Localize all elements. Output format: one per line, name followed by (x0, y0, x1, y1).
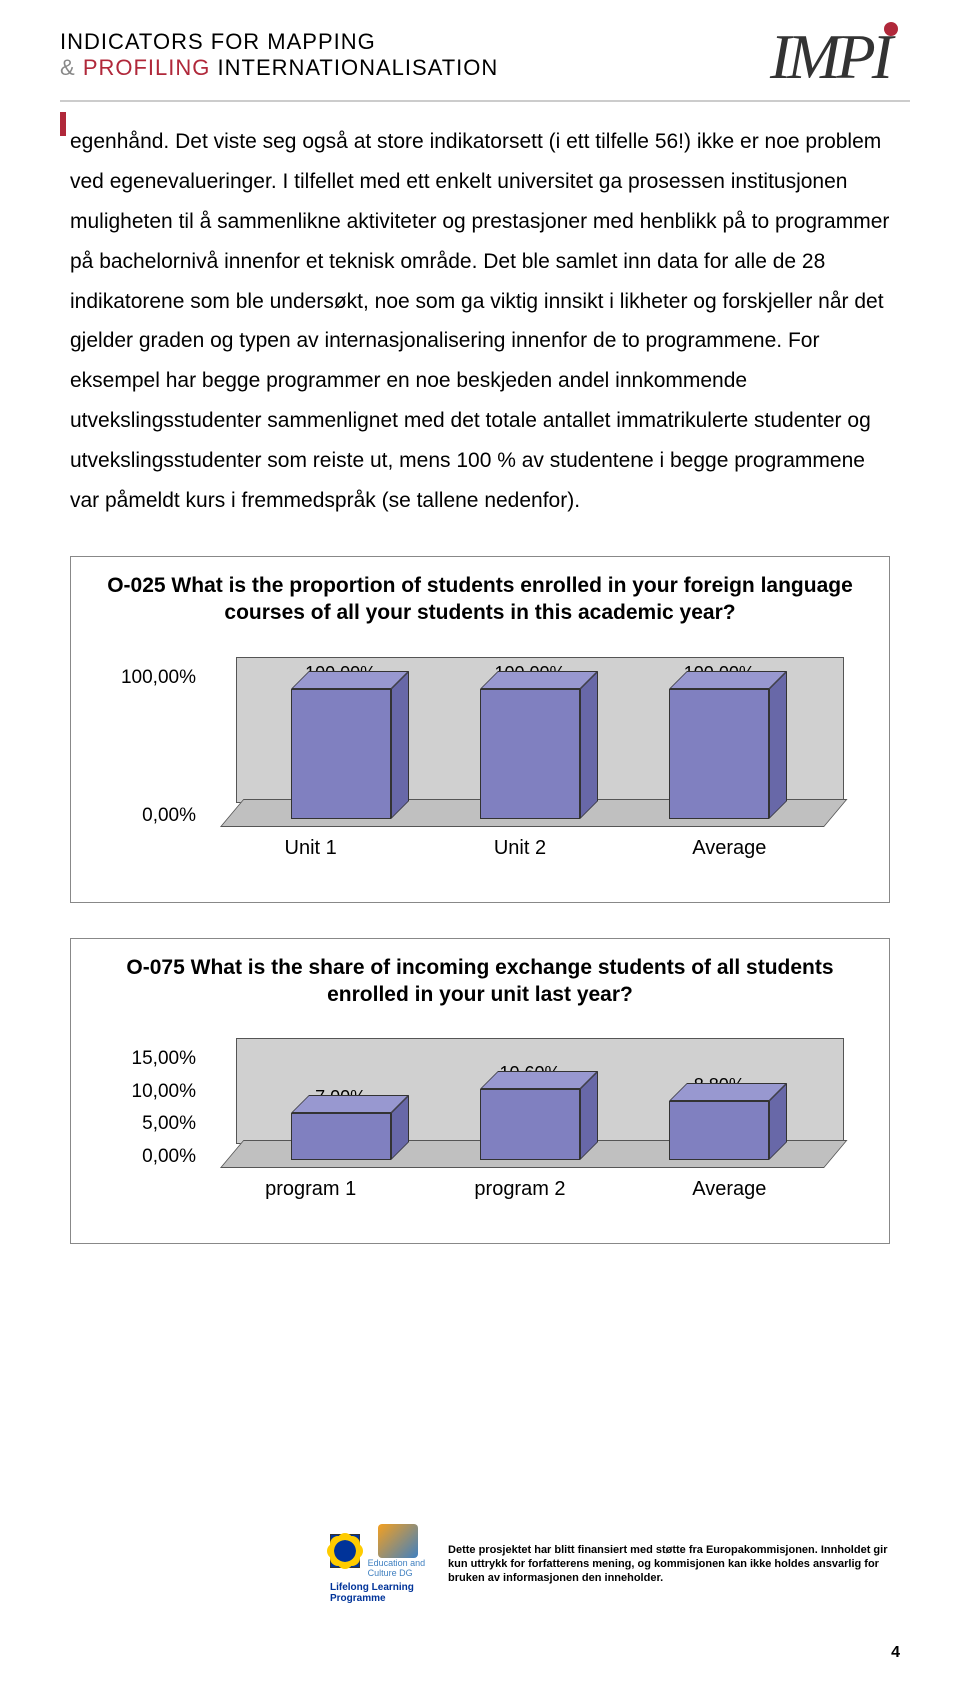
eu-flag-icon (330, 1534, 360, 1568)
chart-2-area: 15,00% 10,00% 5,00% 0,00% 7,00% 10,60% 8,8… (106, 1018, 854, 1218)
header-title-block: INDICATORS FOR MAPPING & PROFILING INTER… (60, 29, 498, 81)
header-line2: & PROFILING INTERNATIONALISATION (60, 55, 498, 81)
ytick: 0,00% (106, 805, 196, 827)
chart-1-container: O-025 What is the proportion of students… (70, 556, 890, 903)
chart-1-plot: 100,00% 100,00% 100,00% (206, 667, 834, 827)
xlabel: Unit 1 (236, 837, 386, 877)
chart-1-bars: 100,00% 100,00% 100,00% (246, 667, 814, 819)
header-profiling: PROFILING (83, 55, 211, 80)
bar: 7,00% (286, 1113, 396, 1160)
xlabel: Unit 2 (445, 837, 595, 877)
eu-logo-block: Education and Culture DG Lifelong Learni… (330, 1524, 428, 1604)
header-line1: INDICATORS FOR MAPPING (60, 29, 498, 55)
xlabel: program 2 (445, 1178, 595, 1218)
page-number: 4 (0, 1634, 960, 1682)
ytick: 10,00% (106, 1081, 196, 1103)
xlabel: Average (654, 837, 804, 877)
bar-3d (669, 689, 769, 819)
chart-1-area: 100,00% 0,00% 100,00% 100,00% 100,00% Unit… (106, 637, 854, 877)
bar-3d (480, 1089, 580, 1160)
footer-disclaimer: Dette prosjektet har blitt finansiert me… (448, 1543, 900, 1586)
logo-text: IMPI (770, 20, 910, 94)
bar: 10,60% (475, 1089, 585, 1160)
chart-1-xaxis: Unit 1 Unit 2 Average (206, 837, 834, 877)
ytick: 100,00% (106, 667, 196, 689)
bar-3d (480, 689, 580, 819)
education-label: Education and Culture DG (368, 1558, 428, 1578)
page-footer: Education and Culture DG Lifelong Learni… (0, 1524, 960, 1634)
ytick: 15,00% (106, 1048, 196, 1070)
chart-2-yaxis: 15,00% 10,00% 5,00% 0,00% (106, 1048, 196, 1168)
side-marker-icon (60, 112, 66, 136)
header-amp: & (60, 55, 76, 80)
body-text-block: egenhånd. Det viste seg også at store in… (0, 122, 960, 521)
chart-1-yaxis: 100,00% 0,00% (106, 667, 196, 827)
chart-1-title: O-025 What is the proportion of students… (86, 572, 874, 627)
bar: 100,00% (475, 689, 585, 819)
chart-2-container: O-075 What is the share of incoming exch… (70, 938, 890, 1245)
header-rest: INTERNATIONALISATION (210, 55, 498, 80)
xlabel: program 1 (236, 1178, 386, 1218)
xlabel: Average (654, 1178, 804, 1218)
bar: 100,00% (286, 689, 396, 819)
ytick: 0,00% (106, 1146, 196, 1168)
llp-label: Lifelong Learning Programme (330, 1582, 428, 1604)
chart-2-plot: 7,00% 10,60% 8,80% (206, 1048, 834, 1168)
header-separator (60, 100, 910, 102)
ytick: 5,00% (106, 1113, 196, 1135)
bar: 100,00% (664, 689, 774, 819)
chart-2-bars: 7,00% 10,60% 8,80% (246, 1048, 814, 1160)
education-logo-icon (378, 1524, 418, 1558)
page-header: INDICATORS FOR MAPPING & PROFILING INTER… (0, 0, 960, 95)
bar-3d (291, 689, 391, 819)
impi-logo: IMPI (770, 20, 910, 90)
chart-2-xaxis: program 1 program 2 Average (206, 1178, 834, 1218)
chart-2-title: O-075 What is the share of incoming exch… (86, 954, 874, 1009)
bar-3d (669, 1101, 769, 1160)
bar: 8,80% (664, 1101, 774, 1160)
bar-3d (291, 1113, 391, 1160)
body-paragraph: egenhånd. Det viste seg også at store in… (70, 122, 890, 521)
